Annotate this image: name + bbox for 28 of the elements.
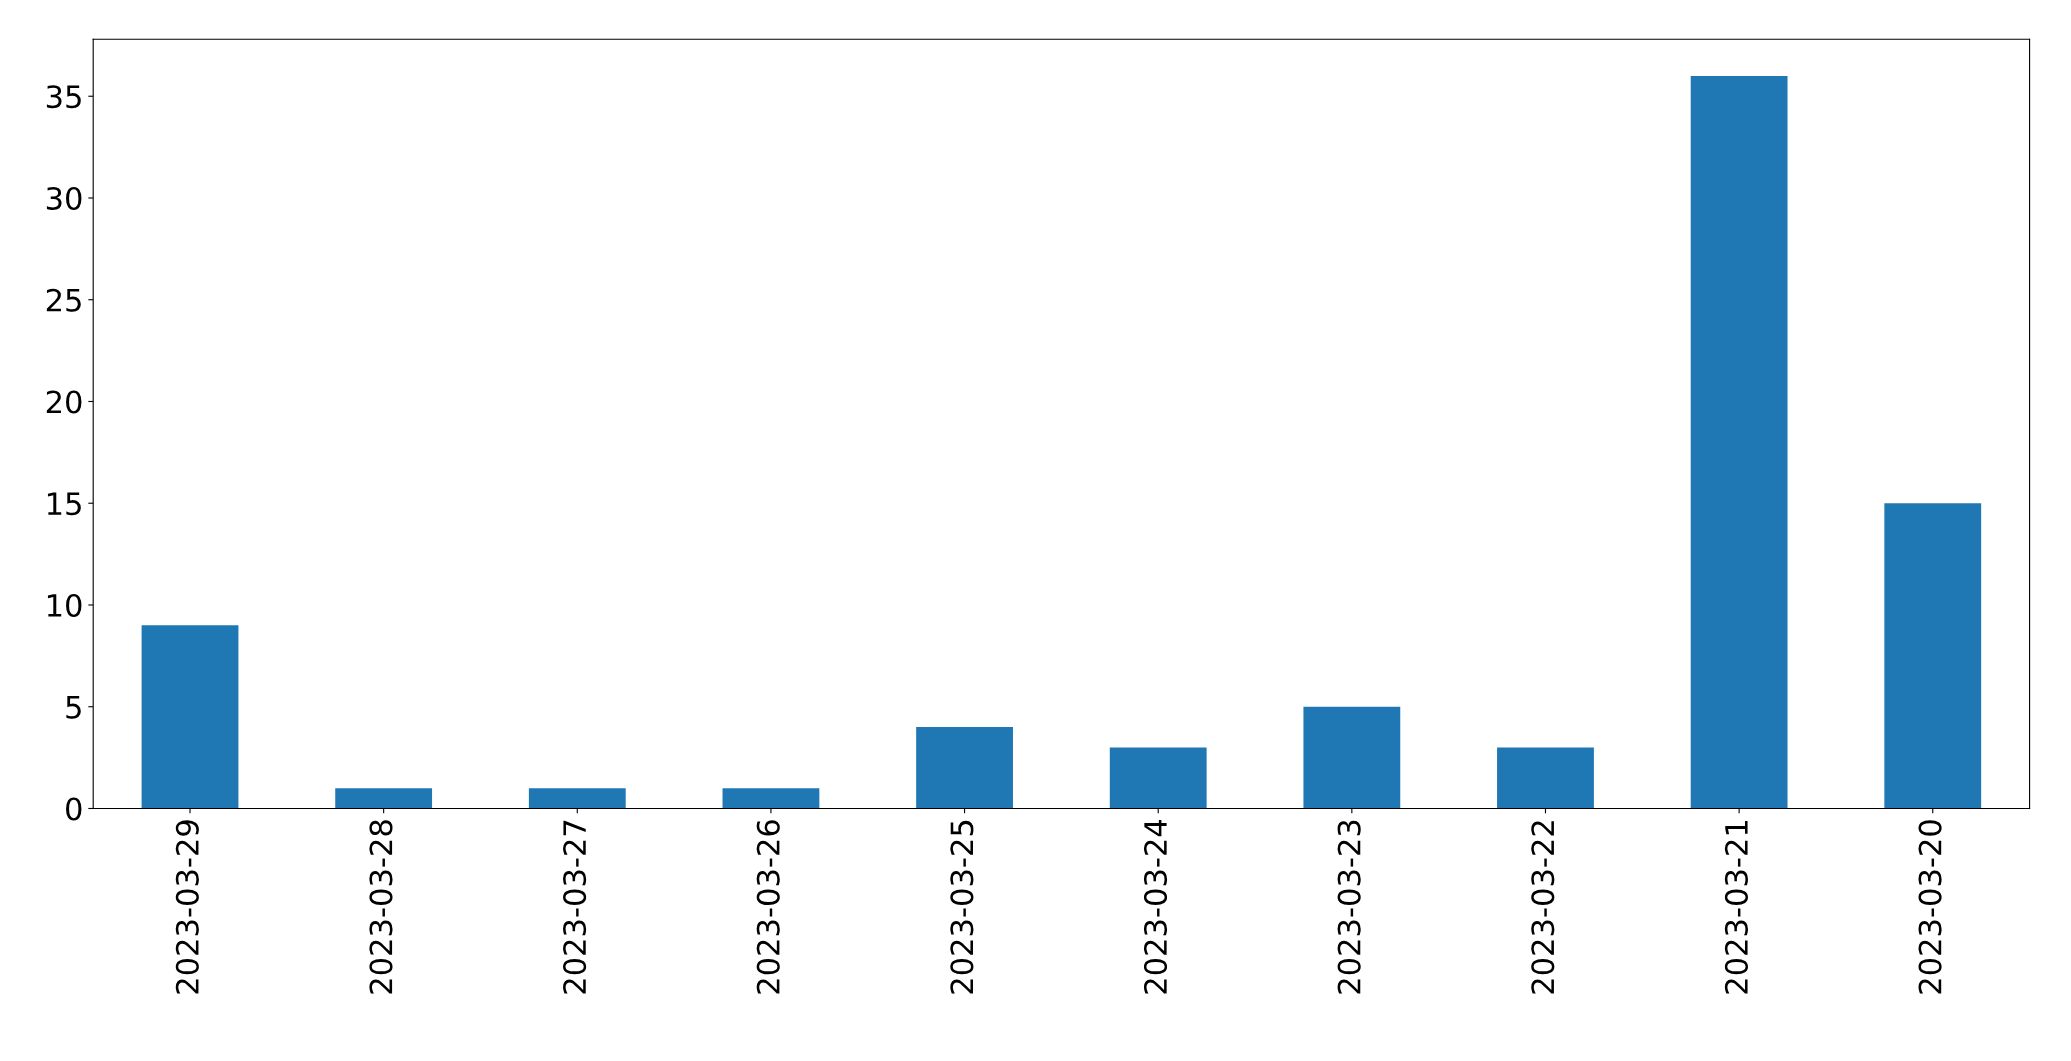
x-tick-label: 2023-03-20	[1918, 820, 1942, 994]
y-tick-label: 5	[66, 696, 81, 719]
x-tick-label: 2023-03-25	[950, 820, 974, 994]
y-tick-label: 10	[47, 593, 82, 618]
y-tick-label: 15	[47, 492, 81, 516]
bar	[916, 727, 1013, 809]
x-tick-label: 2023-03-29	[175, 820, 199, 994]
bar	[1690, 75, 1788, 809]
bar	[528, 788, 626, 809]
y-tick-label: 0	[66, 797, 82, 821]
bar	[722, 788, 820, 809]
bar	[335, 788, 433, 809]
bar	[1497, 747, 1594, 809]
x-tick-label: 2023-03-23	[1337, 820, 1361, 994]
bar	[1109, 747, 1207, 809]
x-tick-label: 2023-03-22	[1531, 821, 1555, 994]
x-tick-label: 2023-03-28	[369, 820, 393, 994]
bar	[141, 625, 239, 809]
x-tick-label: 2023-03-27	[563, 820, 587, 994]
bar	[1884, 503, 1982, 809]
x-tick-label: 2023-03-21	[1724, 821, 1748, 994]
x-tick-label: 2023-03-26	[756, 820, 780, 994]
y-tick-label: 35	[46, 85, 81, 109]
x-tick-label: 2023-03-24	[1143, 819, 1168, 994]
bar	[1303, 706, 1401, 809]
y-tick-label: 20	[46, 390, 82, 414]
y-tick-label: 25	[46, 288, 81, 312]
y-tick-label: 30	[46, 186, 82, 211]
